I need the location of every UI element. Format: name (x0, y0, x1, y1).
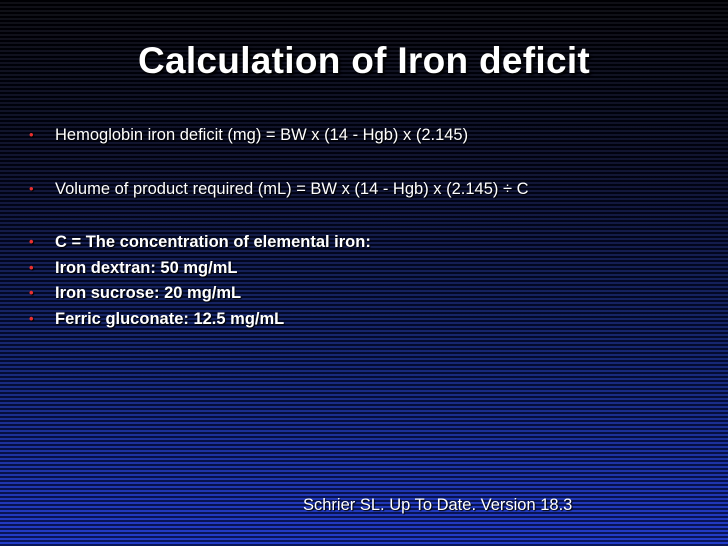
bullet-item: • Volume of product required (mL) = BW x … (29, 180, 529, 199)
bullet-icon: • (29, 234, 34, 249)
bullet-icon: • (29, 127, 34, 142)
bullet-text: C = The concentration of elemental iron: (55, 233, 371, 251)
citation: Schrier SL. Up To Date. Version 18.3 (303, 496, 573, 514)
bullet-text: Iron sucrose: 20 mg/mL (55, 284, 242, 302)
bullet-text: Hemoglobin iron deficit (mg) = BW x (14 … (55, 126, 469, 144)
bullet-item: • C = The concentration of elemental iron… (29, 233, 371, 252)
bullet-text: Volume of product required (mL) = BW x (… (55, 180, 529, 198)
bullet-icon: • (29, 311, 34, 326)
bullet-item: • Iron sucrose: 20 mg/mL (29, 284, 241, 303)
bullet-item: • Iron dextran: 50 mg/mL (29, 259, 237, 278)
bullet-item: • Ferric gluconate: 12.5 mg/mL (29, 310, 284, 329)
bullet-text: Ferric gluconate: 12.5 mg/mL (55, 310, 285, 328)
bullet-icon: • (29, 285, 34, 300)
bullet-item: • Hemoglobin iron deficit (mg) = BW x (14… (29, 126, 468, 145)
bullet-icon: • (29, 260, 34, 275)
slide-title: Calculation of Iron deficit (137, 40, 591, 81)
bullet-icon: • (29, 181, 34, 196)
bullet-text: Iron dextran: 50 mg/mL (55, 259, 238, 277)
